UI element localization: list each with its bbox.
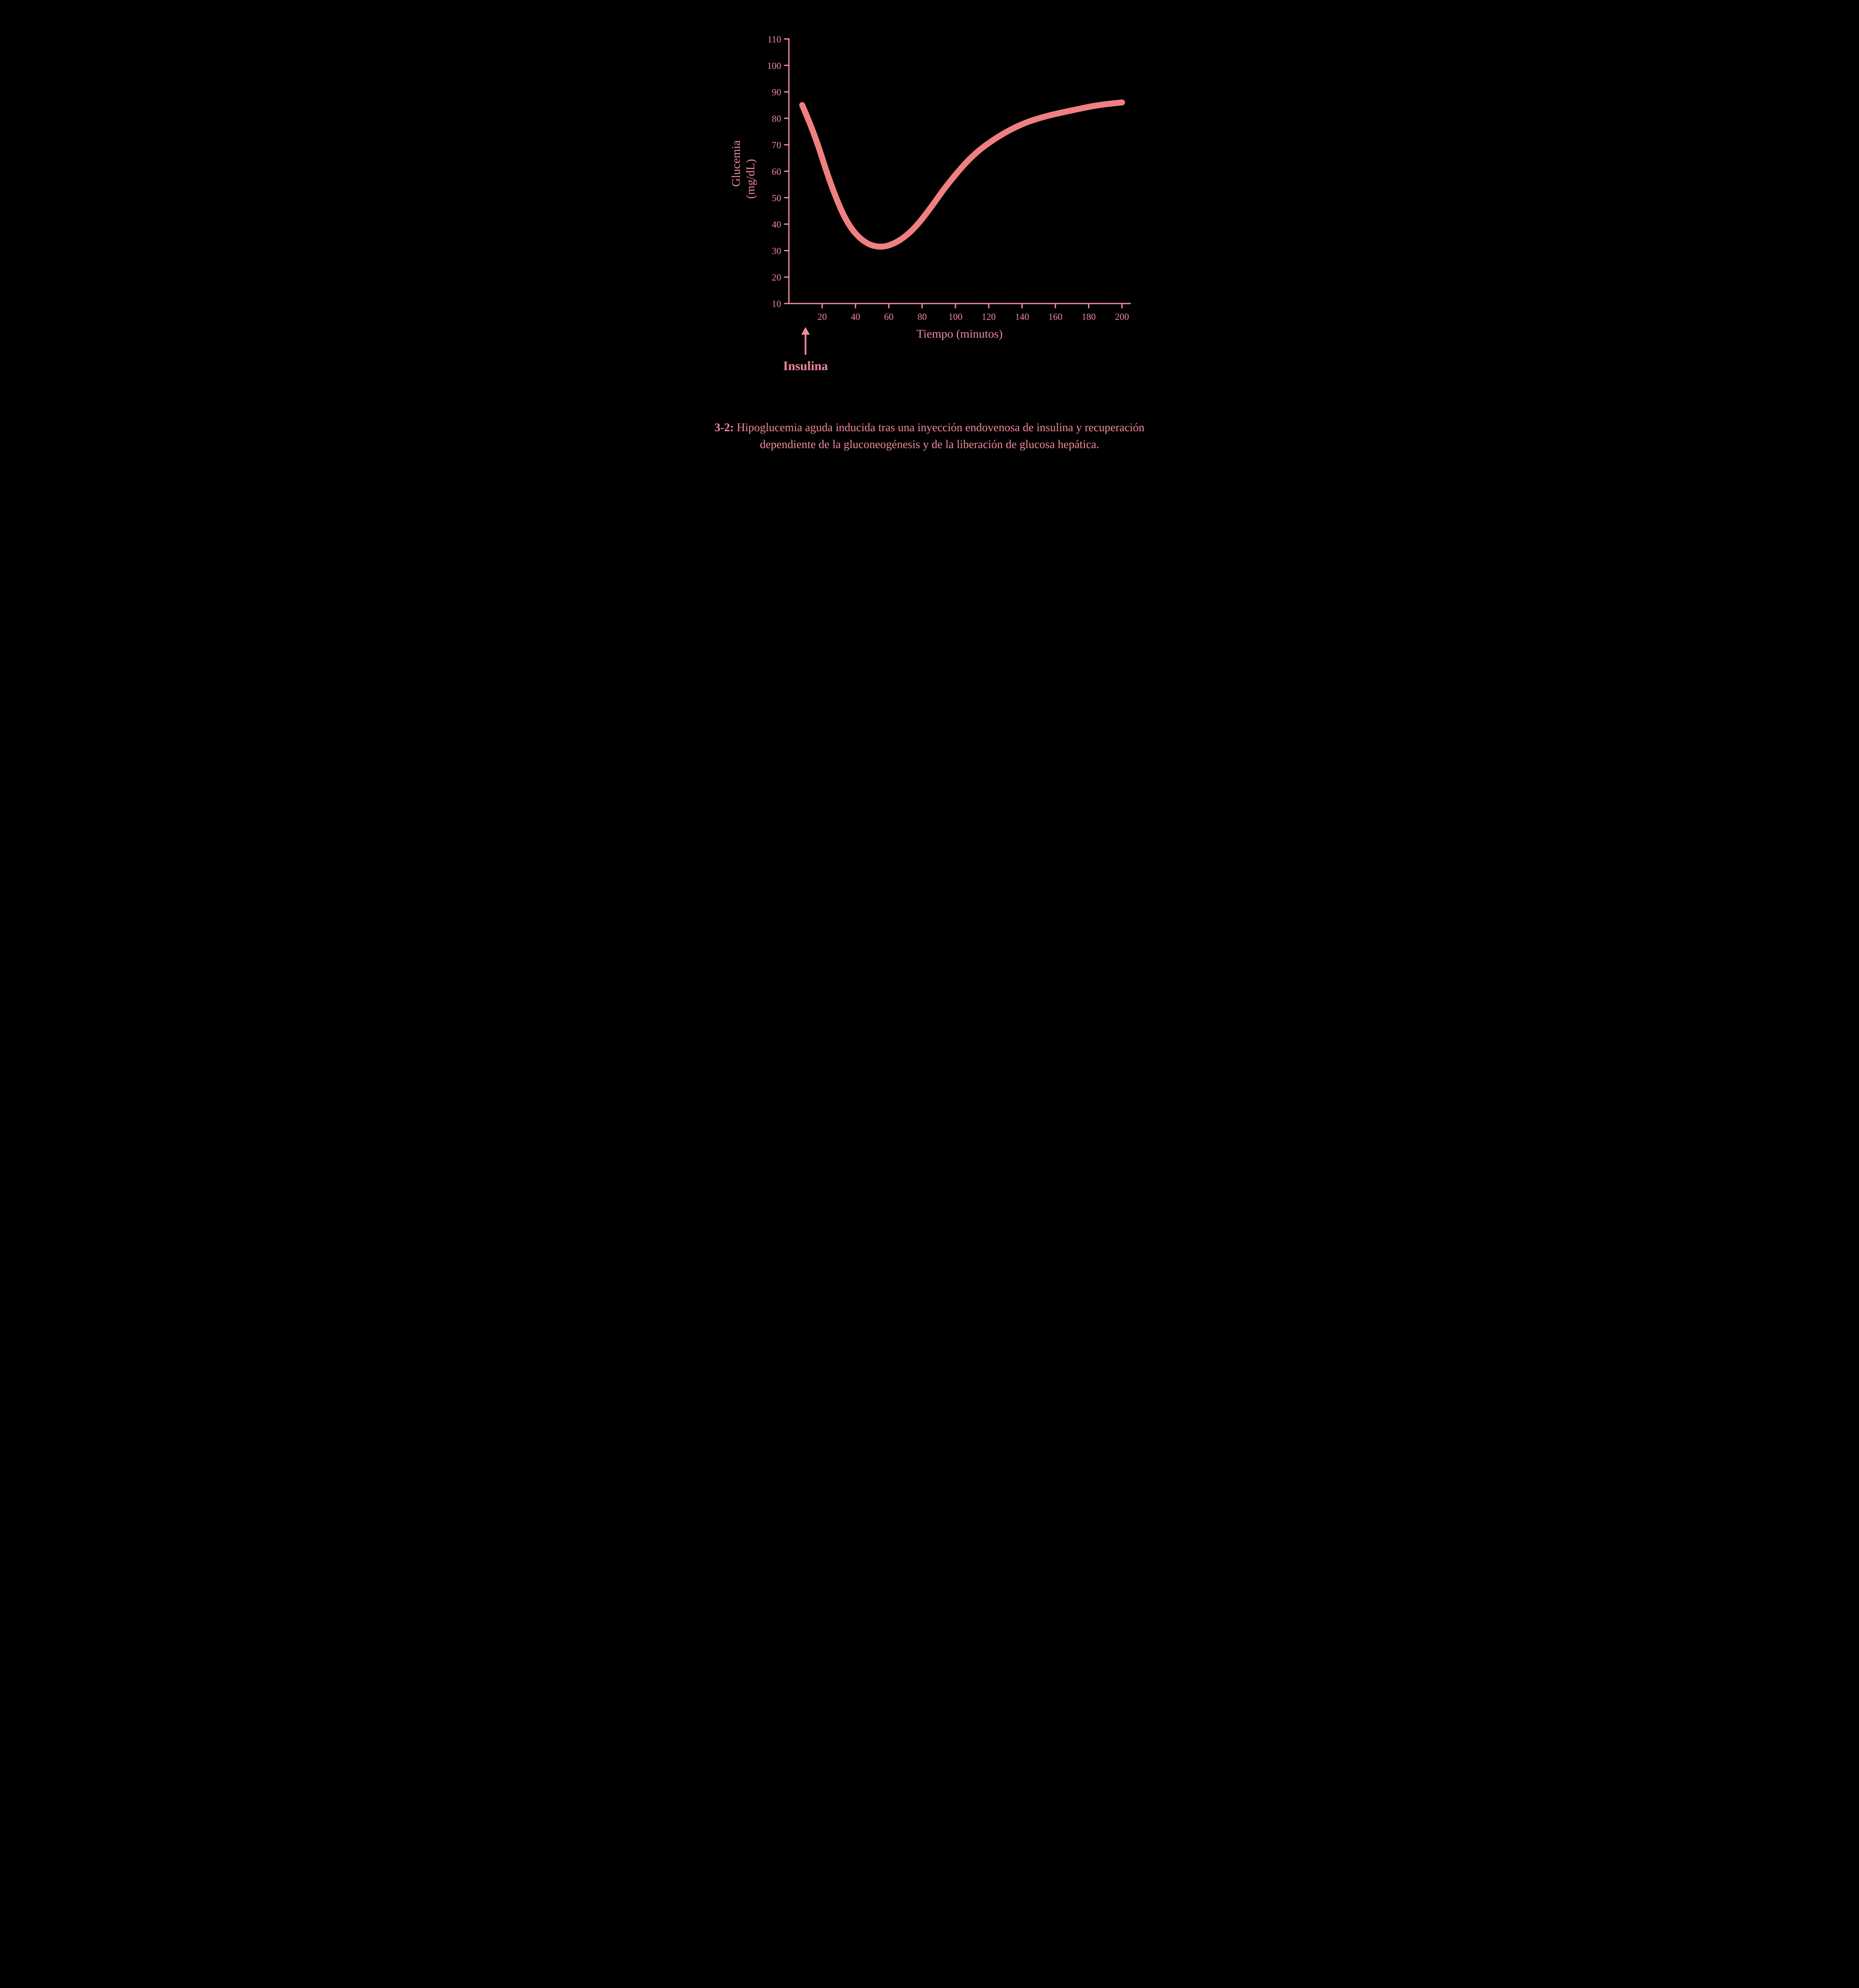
x-tick-label: 140 [1015, 311, 1029, 322]
y-tick-label: 30 [771, 245, 781, 256]
y-tick-label: 10 [771, 298, 781, 309]
glucemia-curve [802, 102, 1122, 246]
x-tick-label: 120 [981, 311, 996, 322]
y-axis-title-line1: Glucemia [729, 140, 742, 187]
caption-lead: 3-2: [715, 421, 734, 434]
x-axis-title: Tiempo (minutos) [916, 327, 1003, 341]
glucemia-chart: 10 20 30 40 50 60 70 80 90 100 110 20 40 60 80 100 120 14… [716, 13, 1143, 406]
y-tick-label: 110 [767, 34, 781, 44]
x-tick-label: 20 [817, 311, 827, 322]
y-tick-label: 70 [771, 140, 781, 150]
y-tick-label: 20 [771, 272, 781, 283]
x-tick-label: 160 [1048, 311, 1062, 322]
x-tick-label: 80 [917, 311, 927, 322]
y-tick-label: 80 [771, 113, 781, 124]
x-tick-label: 40 [851, 311, 860, 322]
y-axis-title-line2: (mg/dL) [743, 159, 757, 199]
x-tick-label: 180 [1081, 311, 1096, 322]
y-tick-label: 40 [771, 219, 781, 230]
insulin-arrow-head [801, 327, 810, 335]
figure-caption: 3-2: Hipoglucemia aguda inducida tras un… [707, 419, 1152, 453]
insulin-label: Insulina [783, 359, 828, 373]
x-tick-label: 60 [884, 311, 893, 322]
y-tick-label: 100 [767, 60, 781, 71]
y-tick-label: 60 [771, 166, 781, 177]
x-tick-label: 100 [948, 311, 962, 322]
caption-text: Hipoglucemia aguda inducida tras una iny… [734, 421, 1144, 451]
y-tick-label: 90 [771, 87, 781, 97]
x-tick-label: 200 [1115, 311, 1129, 322]
y-tick-label: 50 [771, 192, 781, 203]
